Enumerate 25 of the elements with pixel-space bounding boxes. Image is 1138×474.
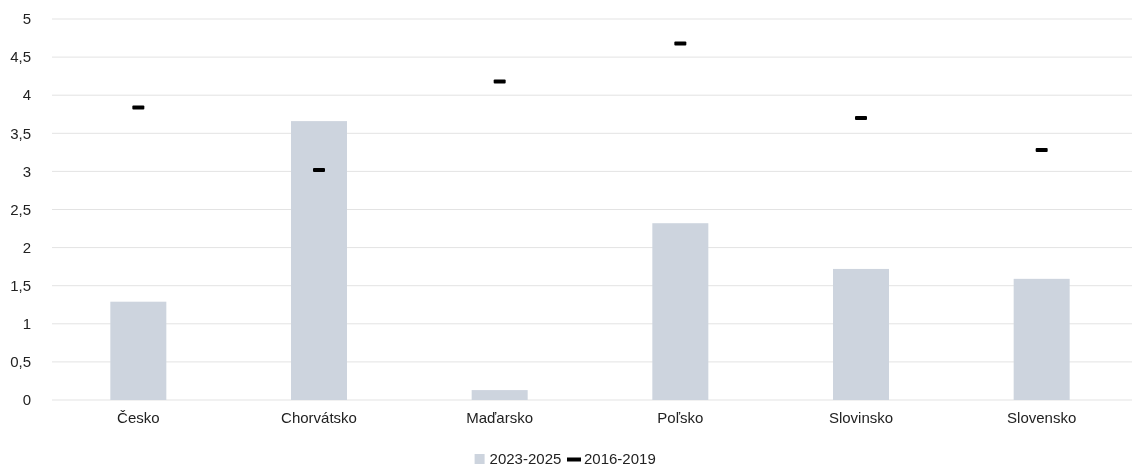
y-tick-label: 0 — [22, 391, 31, 409]
bar — [110, 301, 167, 400]
bar — [652, 223, 709, 400]
x-tick-label: Chorvátsko — [281, 409, 357, 426]
y-tick-label: 1,5 — [10, 276, 31, 294]
y-tick-label: 4 — [22, 86, 31, 104]
y-tick-label: 0,5 — [10, 353, 31, 371]
legend-label: 2016-2019 — [584, 450, 656, 467]
bar — [1013, 278, 1070, 400]
x-tick-label: Slovinsko — [828, 409, 894, 426]
x-tick-label: Maďarsko — [466, 409, 534, 426]
bar — [291, 121, 347, 400]
bar — [471, 390, 528, 400]
bar — [833, 268, 889, 400]
y-tick-label: 3 — [22, 162, 31, 180]
y-tick-label: 5 — [22, 10, 31, 28]
x-tick-label: Poľsko — [657, 409, 704, 426]
x-tick-label: Slovensko — [1007, 409, 1077, 426]
y-tick-label: 2 — [22, 238, 31, 256]
x-tick-label: Česko — [117, 409, 160, 426]
y-tick-label: 4,5 — [10, 48, 31, 66]
legend-label: 2023-2025 — [489, 450, 562, 467]
y-tick-label: 3,5 — [10, 124, 31, 142]
y-tick-label: 2,5 — [10, 200, 31, 218]
y-tick-label: 1 — [22, 315, 31, 333]
